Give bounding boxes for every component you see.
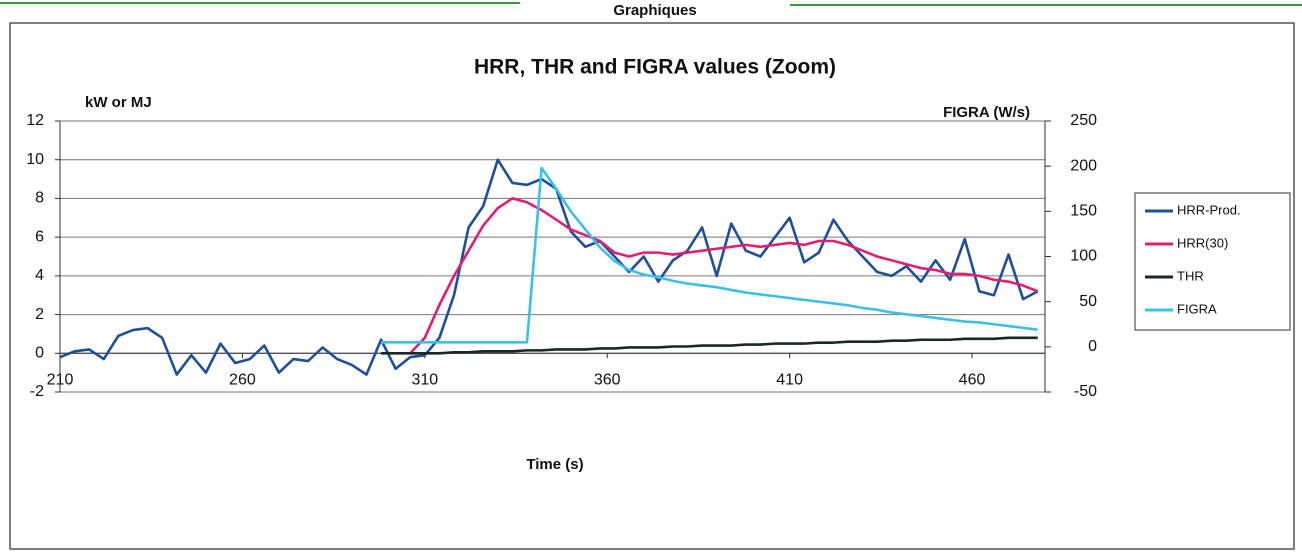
page-header: Graphiques bbox=[613, 2, 696, 19]
legend-label: THR bbox=[1177, 268, 1204, 283]
x-tick-label: 410 bbox=[776, 372, 803, 389]
series-line bbox=[409, 197, 1039, 355]
x-tick-label: 310 bbox=[411, 372, 438, 389]
series-line bbox=[381, 166, 1038, 344]
series-line bbox=[381, 336, 1038, 355]
x-axis-title: Time (s) bbox=[526, 456, 583, 473]
y2-tick-label: 200 bbox=[1070, 157, 1097, 174]
y-tick-label: 8 bbox=[35, 190, 44, 207]
legend-label: HRR(30) bbox=[1177, 235, 1228, 250]
x-tick-label: 460 bbox=[959, 372, 986, 389]
y2-tick-label: 250 bbox=[1070, 112, 1097, 129]
y-tick-label: 0 bbox=[35, 345, 44, 362]
y2-tick-label: -50 bbox=[1074, 383, 1097, 400]
y-axis-title: kW or MJ bbox=[85, 94, 152, 111]
y-tick-label: 6 bbox=[35, 228, 44, 245]
legend-label: HRR-Prod. bbox=[1177, 202, 1241, 217]
y-tick-label: 12 bbox=[26, 112, 44, 129]
y2-tick-label: 100 bbox=[1070, 248, 1097, 265]
y-tick-label: 10 bbox=[26, 151, 44, 168]
x-tick-label: 210 bbox=[47, 372, 74, 389]
y2-tick-label: 50 bbox=[1079, 293, 1097, 310]
y2-tick-label: 150 bbox=[1070, 203, 1097, 220]
y-tick-label: 2 bbox=[35, 306, 44, 323]
y2-axis-title: FIGRA (W/s) bbox=[943, 104, 1030, 121]
chart-frame bbox=[9, 22, 1295, 550]
y-tick-label: -2 bbox=[30, 383, 44, 400]
plot-area: -2 0 2 4 6 8 10 12 -50 0 50 100 150 200 250 210 260 310 36… bbox=[26, 112, 1097, 400]
series-line bbox=[59, 158, 1039, 376]
x-tick-label: 360 bbox=[594, 372, 621, 389]
x-tick-label: 260 bbox=[229, 372, 256, 389]
chart-title: HRR, THR and FIGRA values (Zoom) bbox=[474, 56, 836, 79]
legend: HRR-Prod. HRR(30) THR FIGRA bbox=[1134, 192, 1291, 331]
y2-tick-label: 0 bbox=[1088, 338, 1097, 355]
legend-label: FIGRA bbox=[1177, 301, 1217, 316]
legend-box bbox=[1134, 192, 1291, 331]
y-tick-label: 4 bbox=[35, 267, 44, 284]
